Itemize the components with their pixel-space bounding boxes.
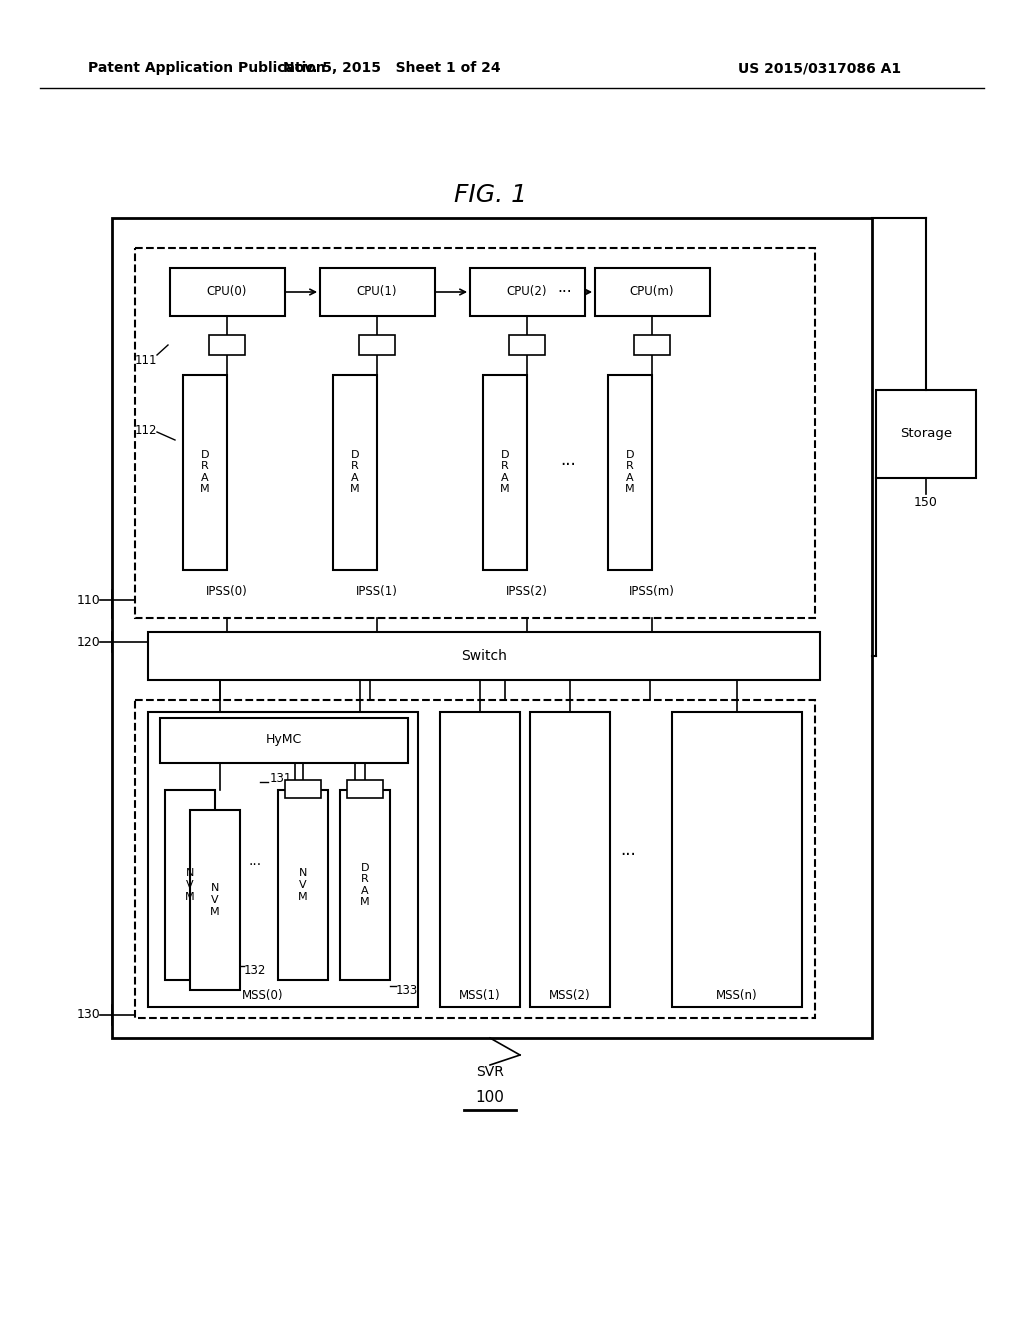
Text: CPU(m): CPU(m) [630,285,674,298]
Text: ···: ··· [249,858,261,873]
Text: Storage: Storage [900,428,952,441]
Bar [148,632,820,680]
Text: 130: 130 [76,1008,100,1022]
Bar [359,335,395,355]
Text: 131: 131 [270,771,293,784]
Text: HyMC: HyMC [266,734,302,747]
Text: ···: ··· [621,846,636,865]
Text: 120: 120 [76,635,100,648]
Text: MSS(2): MSS(2) [549,989,591,1002]
Bar [160,718,408,763]
Bar [170,268,285,315]
Text: D
R
A
M: D R A M [360,862,370,907]
Text: 132: 132 [244,964,266,977]
Text: MSS(n): MSS(n) [716,989,758,1002]
Bar [165,789,215,979]
Bar [333,375,377,570]
Text: D
R
A
M: D R A M [500,450,510,495]
Text: US 2015/0317086 A1: US 2015/0317086 A1 [738,61,901,75]
Bar [135,700,815,1018]
Text: IPSS(0): IPSS(0) [206,586,248,598]
Bar [440,711,520,1007]
Text: 150: 150 [914,496,938,510]
Bar [319,268,435,315]
Text: SVR: SVR [476,1065,504,1078]
Bar [183,375,227,570]
Bar [530,711,610,1007]
Bar [595,268,710,315]
Text: CPU(0): CPU(0) [207,285,247,298]
Text: ···: ··· [558,285,572,300]
Text: IPSS(1): IPSS(1) [356,586,398,598]
Bar [135,248,815,618]
Bar [278,789,328,979]
Text: N
V
M: N V M [210,883,220,916]
Text: Patent Application Publication: Patent Application Publication [88,61,326,75]
Text: Switch: Switch [461,649,507,663]
Bar [634,335,670,355]
Text: CPU(1): CPU(1) [356,285,397,298]
Bar [347,780,383,799]
Bar [470,268,585,315]
Bar [876,389,976,478]
Bar [148,711,418,1007]
Text: FIG. 1: FIG. 1 [454,183,526,207]
Text: CPU(2): CPU(2) [507,285,547,298]
Text: IPSS(2): IPSS(2) [506,586,548,598]
Bar [340,789,390,979]
Bar [190,810,240,990]
Text: MSS(1): MSS(1) [459,989,501,1002]
Bar [672,711,802,1007]
Text: Nov. 5, 2015   Sheet 1 of 24: Nov. 5, 2015 Sheet 1 of 24 [284,61,501,75]
Text: 100: 100 [475,1090,505,1106]
Text: 110: 110 [76,594,100,606]
Bar [112,218,872,1038]
Bar [608,375,652,570]
Bar [483,375,527,570]
Bar [509,335,545,355]
Text: D
R
A
M: D R A M [350,450,359,495]
Text: D
R
A
M: D R A M [200,450,210,495]
Text: 112: 112 [134,424,157,437]
Text: D
R
A
M: D R A M [626,450,635,495]
Text: IPSS(m): IPSS(m) [629,586,675,598]
Text: N
V
M: N V M [185,869,195,902]
Text: 133: 133 [396,983,418,997]
Text: 111: 111 [134,354,157,367]
Text: N
V
M: N V M [298,869,308,902]
Bar [209,335,245,355]
Text: MSS(0): MSS(0) [243,989,284,1002]
Bar [285,780,321,799]
Text: ···: ··· [560,455,575,474]
